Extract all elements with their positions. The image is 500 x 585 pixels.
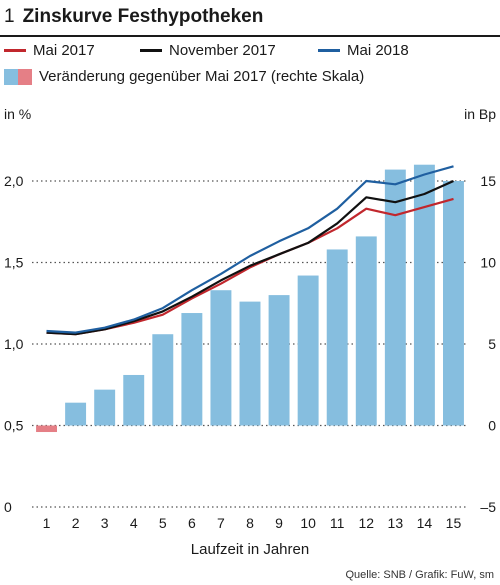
- bar-change-12: [355, 236, 377, 426]
- legend-label-mai2017: Mai 2017: [33, 42, 95, 59]
- legend-item-mai2018: Mai 2018: [318, 42, 409, 59]
- left-tick-label-2: 1,0: [4, 336, 24, 352]
- x-tick-label-13: 13: [388, 515, 404, 531]
- chart-title: Zinskurve Festhypotheken: [22, 6, 264, 27]
- left-tick-label-4: 2,0: [4, 173, 24, 189]
- x-tick-label-2: 2: [72, 515, 80, 531]
- line-mai2018: [46, 165, 454, 334]
- bar-change-4: [123, 374, 145, 426]
- right-tick-label-4: 15: [480, 173, 496, 189]
- bar-change-8: [239, 301, 261, 426]
- legend-label-mai2018: Mai 2018: [347, 42, 409, 59]
- bar-change-3: [94, 389, 116, 426]
- bar-change-5: [152, 334, 174, 426]
- legend-label-nov2017: November 2017: [169, 42, 276, 59]
- bar-change-2: [65, 402, 87, 426]
- left-tick-label-1: 0,5: [4, 418, 24, 434]
- x-tick-label-7: 7: [217, 515, 225, 531]
- bar-change-6: [181, 313, 203, 426]
- right-tick-label-2: 5: [488, 336, 496, 352]
- x-tick-label-11: 11: [330, 515, 345, 531]
- figure-number: 1: [4, 6, 15, 27]
- right-tick-label-1: 0: [488, 418, 496, 434]
- x-tick-label-3: 3: [101, 515, 109, 531]
- legend-swatch-nov2017: [140, 49, 162, 52]
- x-tick-label-9: 9: [275, 515, 283, 531]
- bar-change-13: [384, 169, 406, 426]
- bar-change-1: [36, 425, 57, 433]
- right-tick-label-0: –5: [480, 499, 496, 515]
- title-rule: [0, 35, 500, 37]
- x-tick-label-6: 6: [188, 515, 196, 531]
- x-tick-label-12: 12: [358, 515, 374, 531]
- x-tick-label-4: 4: [130, 515, 138, 531]
- x-tick-label-5: 5: [159, 515, 167, 531]
- legend-item-nov2017: November 2017: [140, 42, 276, 59]
- legend-item-change: Veränderung gegenüber Mai 2017 (rechte S…: [4, 68, 364, 85]
- line-nov2017: [46, 179, 454, 336]
- x-axis-label: Laufzeit in Jahren: [191, 541, 309, 558]
- bar-change-7: [210, 290, 232, 426]
- bar-change-15: [443, 181, 464, 426]
- legend-swatch-mai2017: [4, 49, 26, 52]
- left-tick-label-0: 0: [4, 499, 12, 515]
- right-axis-unit: in Bp: [464, 106, 496, 122]
- x-tick-label-14: 14: [417, 515, 433, 531]
- legend-swatch-mai2018: [318, 49, 340, 52]
- x-tick-label-10: 10: [300, 515, 316, 531]
- x-tick-label-8: 8: [246, 515, 254, 531]
- legend-swatch-change-negative: [18, 68, 32, 85]
- bar-change-9: [268, 295, 290, 426]
- source-note: Quelle: SNB / Grafik: FuW, sm: [345, 569, 494, 581]
- bar-change-11: [326, 249, 348, 426]
- left-axis-unit: in %: [4, 106, 32, 122]
- left-tick-label-3: 1,5: [4, 255, 24, 271]
- x-tick-label-15: 15: [446, 515, 462, 531]
- legend-label-change: Veränderung gegenüber Mai 2017 (rechte S…: [39, 68, 365, 85]
- bar-change-14: [413, 164, 435, 426]
- right-tick-label-3: 10: [480, 255, 496, 271]
- legend-item-mai2017: Mai 2017: [4, 42, 95, 59]
- bar-change-10: [297, 275, 319, 426]
- x-tick-label-1: 1: [43, 515, 51, 531]
- figure-header: 1 Zinskurve Festhypotheken: [4, 6, 263, 34]
- legend-swatch-change-positive: [4, 68, 18, 85]
